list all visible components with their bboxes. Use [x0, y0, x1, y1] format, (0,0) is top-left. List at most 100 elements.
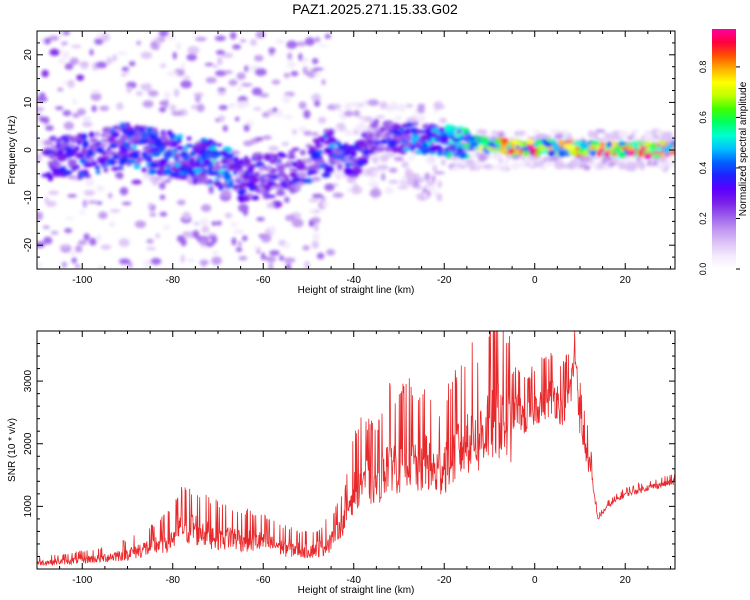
heatmap-blob — [298, 126, 307, 133]
snr-xtick-label: -80 — [166, 575, 181, 586]
heatmap-blob — [142, 100, 154, 108]
heatmap-ridge-blob — [403, 142, 413, 148]
heatmap-blob — [121, 66, 130, 72]
heatmap-ridge-blob — [79, 172, 86, 179]
heatmap-blob — [539, 165, 547, 170]
heatmap-ridge-blob — [357, 161, 364, 167]
heatmap-blob — [55, 106, 64, 111]
heatmap-ridge-blob — [145, 157, 153, 163]
heatmap-blob — [334, 127, 340, 132]
heatmap-blob — [400, 176, 408, 183]
heatmap-ridge-blob — [617, 142, 627, 146]
heatmap-ridge-blob — [328, 157, 338, 165]
heatmap-ridge-blob — [238, 159, 244, 164]
heatmap-blob — [77, 108, 86, 116]
heatmap-ridge-blob — [81, 133, 88, 140]
heatmap-blob — [37, 211, 44, 221]
heatmap-blob — [311, 193, 324, 199]
heatmap-ridge-blob — [239, 184, 245, 190]
heatmap-blob — [373, 160, 378, 164]
heatmap-blob — [98, 211, 108, 220]
heatmap-blob — [217, 56, 223, 66]
heatmap-blob — [505, 152, 512, 160]
heatmap-blob — [283, 242, 291, 249]
heatmap-ridge-blob — [222, 165, 227, 169]
heatmap-ridge-blob — [56, 155, 67, 162]
heatmap-blob — [128, 261, 133, 269]
heatmap-ridge-blob — [178, 176, 189, 180]
heatmap-blob — [216, 220, 222, 226]
heatmap-blob — [363, 168, 376, 172]
heatmap-blob — [613, 134, 620, 139]
heatmap-ridge-blob — [477, 142, 487, 146]
colorbar-tick-label: 0.4 — [698, 162, 708, 175]
heatmap-ridge-blob — [500, 143, 508, 150]
heatmap-blob — [173, 178, 181, 182]
heatmap-blob — [120, 72, 127, 77]
heatmap-blob — [324, 183, 335, 192]
heatmap-ridge-blob — [429, 127, 440, 133]
heatmap-ridge-blob — [568, 149, 578, 156]
heatmap-ridge-blob — [172, 136, 179, 140]
heatmap-ridge-blob — [374, 129, 380, 133]
heatmap-blob — [291, 218, 304, 228]
heatmap-ridge-blob — [148, 168, 158, 175]
heatmap-blob — [498, 151, 503, 161]
heatmap-blob — [89, 137, 98, 144]
spectrogram-ytick-label: 10 — [23, 96, 34, 108]
heatmap-ridge-blob — [62, 170, 73, 176]
heatmap-ridge-blob — [180, 151, 188, 157]
heatmap-ridge-blob — [245, 169, 250, 173]
heatmap-blob — [158, 31, 169, 37]
heatmap-blob — [657, 162, 667, 170]
heatmap-blob — [538, 134, 545, 140]
heatmap-ridge-blob — [234, 164, 244, 170]
heatmap-ridge-blob — [67, 175, 77, 180]
heatmap-ridge-blob — [173, 148, 178, 152]
heatmap-blob — [415, 115, 426, 123]
heatmap-blob — [109, 209, 121, 213]
heatmap-ridge-blob — [132, 144, 137, 151]
heatmap-blob — [140, 83, 148, 90]
heatmap-ridge-blob — [495, 138, 502, 145]
heatmap-blob — [37, 107, 45, 111]
heatmap-ridge-blob — [405, 123, 412, 127]
heatmap-ridge-blob — [446, 152, 451, 159]
heatmap-blob — [345, 130, 354, 136]
heatmap-ridge-blob — [522, 151, 528, 156]
spectrogram-xtick-label: -40 — [347, 275, 362, 286]
heatmap-blob — [82, 121, 93, 128]
heatmap-blob — [236, 104, 242, 108]
heatmap-ridge-blob — [176, 145, 185, 151]
heatmap-blob — [87, 200, 98, 204]
spectrogram-heatmap — [37, 31, 675, 269]
heatmap-blob — [100, 138, 109, 143]
heatmap-blob — [266, 202, 275, 209]
heatmap-blob — [180, 62, 186, 71]
heatmap-blob — [176, 235, 186, 243]
heatmap-ridge-blob — [43, 139, 53, 146]
heatmap-blob — [45, 200, 57, 207]
heatmap-blob — [70, 250, 76, 257]
heatmap-ridge-blob — [222, 150, 229, 158]
heatmap-blob — [238, 203, 249, 213]
heatmap-blob — [302, 66, 308, 75]
heatmap-ridge-blob — [421, 134, 430, 139]
heatmap-blob — [182, 211, 191, 221]
heatmap-blob — [313, 72, 322, 77]
heatmap-blob — [589, 157, 594, 165]
heatmap-blob — [491, 130, 497, 136]
heatmap-ridge-blob — [288, 150, 296, 157]
heatmap-ridge-blob — [346, 149, 352, 153]
heatmap-blob — [412, 173, 420, 180]
spectrogram-xtick-label: -80 — [166, 275, 181, 286]
heatmap-blob — [37, 241, 45, 248]
heatmap-blob — [48, 35, 59, 41]
heatmap-blob — [292, 129, 297, 135]
heatmap-ridge-blob — [328, 168, 334, 173]
heatmap-blob — [50, 231, 59, 235]
heatmap-ridge-blob — [247, 165, 253, 170]
heatmap-ridge-blob — [238, 195, 243, 200]
heatmap-blob — [109, 220, 116, 228]
heatmap-blob — [653, 160, 658, 167]
